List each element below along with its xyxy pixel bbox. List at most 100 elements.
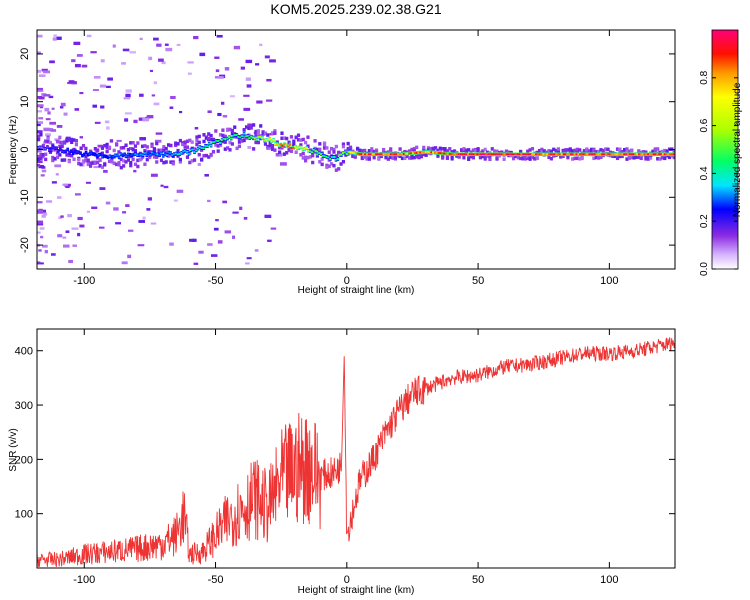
spectrogram-speckle <box>246 84 252 88</box>
spectrogram-halo-cell <box>327 150 331 154</box>
spectrogram-halo-cell <box>422 152 426 157</box>
spectrogram-speckle <box>125 204 130 207</box>
spectrogram-halo-cell <box>98 157 102 162</box>
spectrogram-ridge-cell <box>439 152 443 155</box>
spectrogram-halo-cell <box>131 147 135 152</box>
spectrogram-speckle <box>68 259 73 264</box>
y-tick-label: 400 <box>15 346 33 358</box>
spectrogram-speckle <box>133 119 138 124</box>
spectrogram-halo-cell <box>289 135 294 139</box>
spectrogram-speckle <box>243 107 251 111</box>
spectrogram-speckle <box>37 89 44 92</box>
spectrogram-halo-cell <box>644 157 648 161</box>
spectrogram-ridge-cell <box>470 153 474 156</box>
spectrogram-halo-cell <box>613 154 617 159</box>
spectrogram-ridge-cell <box>555 153 558 156</box>
spectrogram-ridge-cell <box>59 148 62 151</box>
spectrogram-halo-cell <box>44 157 48 162</box>
spectrogram-speckle <box>79 91 84 95</box>
spectrogram-halo-cell <box>44 152 48 157</box>
spectrogram-ridge-cell <box>128 153 132 156</box>
spectrogram-ridge-cell <box>316 153 319 156</box>
spectrogram-speckle <box>160 184 164 187</box>
spectrogram-halo-cell <box>117 161 121 165</box>
spectrogram-halo-cell <box>526 149 530 154</box>
spectrogram-ridge-cell <box>106 156 110 159</box>
spectrogram-speckle <box>103 169 108 173</box>
spectrogram-halo-cell <box>266 146 270 150</box>
spectrogram-ridge-cell <box>152 152 156 155</box>
spectrogram-speckle <box>37 121 43 124</box>
spectrogram-halo-cell <box>273 129 277 133</box>
spectrogram-ridge-cell <box>244 135 248 138</box>
spectrogram-speckle <box>37 87 43 92</box>
spectrogram-halo-cell <box>514 154 518 159</box>
spectrogram-ridge-cell <box>286 145 290 148</box>
spectrogram-halo-cell <box>230 128 234 133</box>
spectrogram-speckle <box>137 244 145 247</box>
spectrogram-speckle <box>38 165 45 169</box>
spectrogram-halo-cell <box>171 161 175 166</box>
spectrogram-speckle <box>38 74 46 77</box>
spectrogram-halo-cell <box>188 160 192 165</box>
spectrogram-halo-cell <box>72 157 76 162</box>
spectrogram-ridge-cell <box>445 152 448 155</box>
spectrogram-ridge-cell <box>632 153 636 156</box>
spectrogram-halo-cell <box>58 153 62 157</box>
spectrogram-ridge-cell <box>312 148 316 151</box>
spectrogram-halo-cell <box>320 157 324 161</box>
spectrogram-speckle <box>255 63 260 66</box>
spectrogram-halo-cell <box>162 160 166 165</box>
spectrogram-halo-cell <box>67 153 71 158</box>
spectrogram-halo-cell <box>242 135 246 139</box>
spectrogram-halo-cell <box>429 147 433 151</box>
spectrogram-speckle <box>264 55 270 59</box>
spectrogram-halo-cell <box>249 123 253 128</box>
spectrogram-halo-cell <box>304 158 308 163</box>
spectrogram-halo-cell <box>549 156 553 161</box>
spectrogram-halo-cell <box>561 150 565 155</box>
y-tick-label: -10 <box>19 189 31 205</box>
spectrogram-halo-cell <box>185 145 190 149</box>
spectrogram-halo-cell <box>178 138 182 143</box>
spectrogram-halo-cell <box>200 148 204 152</box>
spectrogram-halo-cell <box>74 138 79 143</box>
spectrogram-speckle <box>245 77 251 81</box>
spectrogram-speckle <box>217 112 222 117</box>
spectrogram-ridge-cell <box>660 153 663 156</box>
spectrogram-halo-cell <box>136 141 140 145</box>
spectrogram-speckle <box>100 59 105 63</box>
spectrogram-halo-cell <box>79 162 83 167</box>
spectrogram-halo-cell <box>155 160 159 164</box>
spectrogram-halo-cell <box>254 133 258 137</box>
spectrogram-speckle <box>86 181 91 184</box>
spectrogram-ridge-cell <box>513 153 516 156</box>
spectrogram-halo-cell <box>533 157 537 161</box>
spectrogram-ridge-cell <box>191 148 194 151</box>
spectrogram-halo-cell <box>296 133 301 138</box>
x-tick-label: -100 <box>73 574 95 586</box>
spectrogram-halo-cell <box>483 154 487 158</box>
spectrogram-halo-cell <box>105 145 109 150</box>
spectrogram-ridge-cell <box>127 153 130 156</box>
spectrogram-halo-cell <box>270 144 275 148</box>
spectrogram-halo-cell <box>334 168 338 172</box>
spectrogram-ridge-cell <box>362 153 365 156</box>
spectrogram-speckle <box>56 196 62 199</box>
spectrogram-halo-cell <box>601 148 605 153</box>
spectrogram-halo-cell <box>306 135 310 139</box>
spectrogram-speckle <box>49 60 55 64</box>
spectrogram-speckle <box>79 224 85 228</box>
spectrogram-ridge-cell <box>351 151 354 154</box>
spectrogram-halo-cell <box>651 149 655 154</box>
spectrogram-speckle <box>191 238 197 242</box>
spectrogram-speckle <box>52 37 57 41</box>
spectrogram-ridge-cell <box>614 153 617 156</box>
spectrogram-ridge-cell <box>79 152 82 155</box>
spectrogram-halo-cell <box>273 148 277 152</box>
spectrogram-ridge-cell <box>485 153 489 156</box>
snr-frame <box>36 328 676 569</box>
spectrogram-halo-cell <box>70 140 74 145</box>
spectrogram-speckle <box>73 41 81 46</box>
spectrogram-halo-cell <box>185 139 190 144</box>
